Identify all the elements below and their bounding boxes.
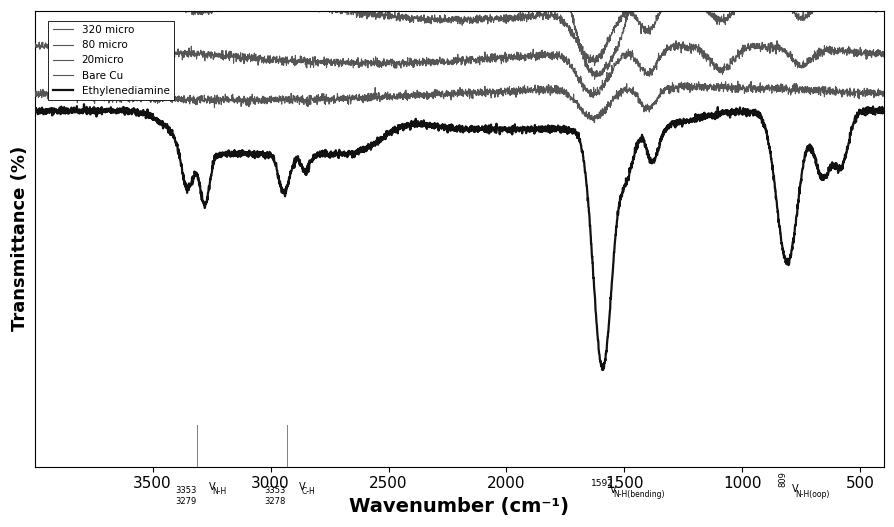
Legend: 320 micro, 80 micro, 20micro, Bare Cu, Ethylenediamine: 320 micro, 80 micro, 20micro, Bare Cu, E…: [48, 21, 173, 100]
Y-axis label: Transmittance (%): Transmittance (%): [11, 146, 30, 331]
Text: N-H: N-H: [212, 487, 226, 496]
Text: V: V: [610, 485, 616, 495]
Text: 1592: 1592: [591, 479, 613, 488]
X-axis label: Wavenumber (cm⁻¹): Wavenumber (cm⁻¹): [349, 497, 569, 516]
Text: 809: 809: [777, 471, 786, 487]
Text: C-H: C-H: [301, 487, 315, 496]
Text: V: V: [299, 482, 305, 492]
Text: 3353
3279: 3353 3279: [174, 486, 196, 505]
Text: N-H(oop): N-H(oop): [794, 491, 829, 500]
Text: 3353
3278: 3353 3278: [265, 486, 286, 505]
Text: N-H(bending): N-H(bending): [612, 491, 664, 500]
Text: V: V: [791, 484, 797, 494]
Text: V: V: [209, 482, 215, 492]
